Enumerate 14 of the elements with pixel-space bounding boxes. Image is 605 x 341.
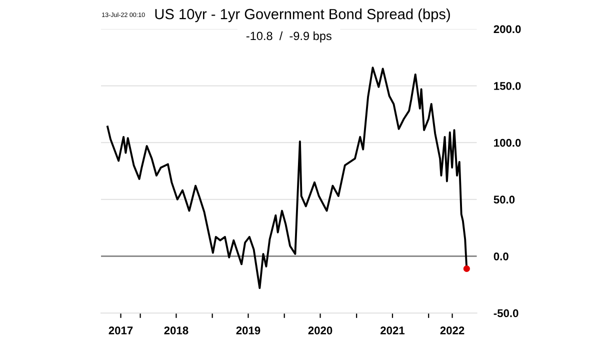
x-tick-label: 2019	[236, 326, 260, 334]
y-tick-label: 150.0	[494, 82, 521, 90]
y-tick-label: 50.0	[494, 196, 515, 204]
y-tick-label: 0.0	[494, 252, 508, 260]
chart-title: US 10yr - 1yr Government Bond Spread (bps)	[155, 8, 450, 22]
x-tick-label: 2022	[440, 326, 464, 334]
x-tick-label: 2020	[308, 326, 332, 334]
chart-subtitle: -10.8 / -9.9 bps	[246, 31, 332, 42]
y-tick-label: 200.0	[494, 25, 521, 34]
x-tick-label: 2021	[380, 326, 405, 334]
y-tick-label: 100.0	[494, 138, 521, 147]
y-tick-label: -50.0	[494, 309, 518, 318]
x-tick-label: 2017	[108, 326, 133, 334]
x-tick-label: 2018	[164, 326, 188, 334]
